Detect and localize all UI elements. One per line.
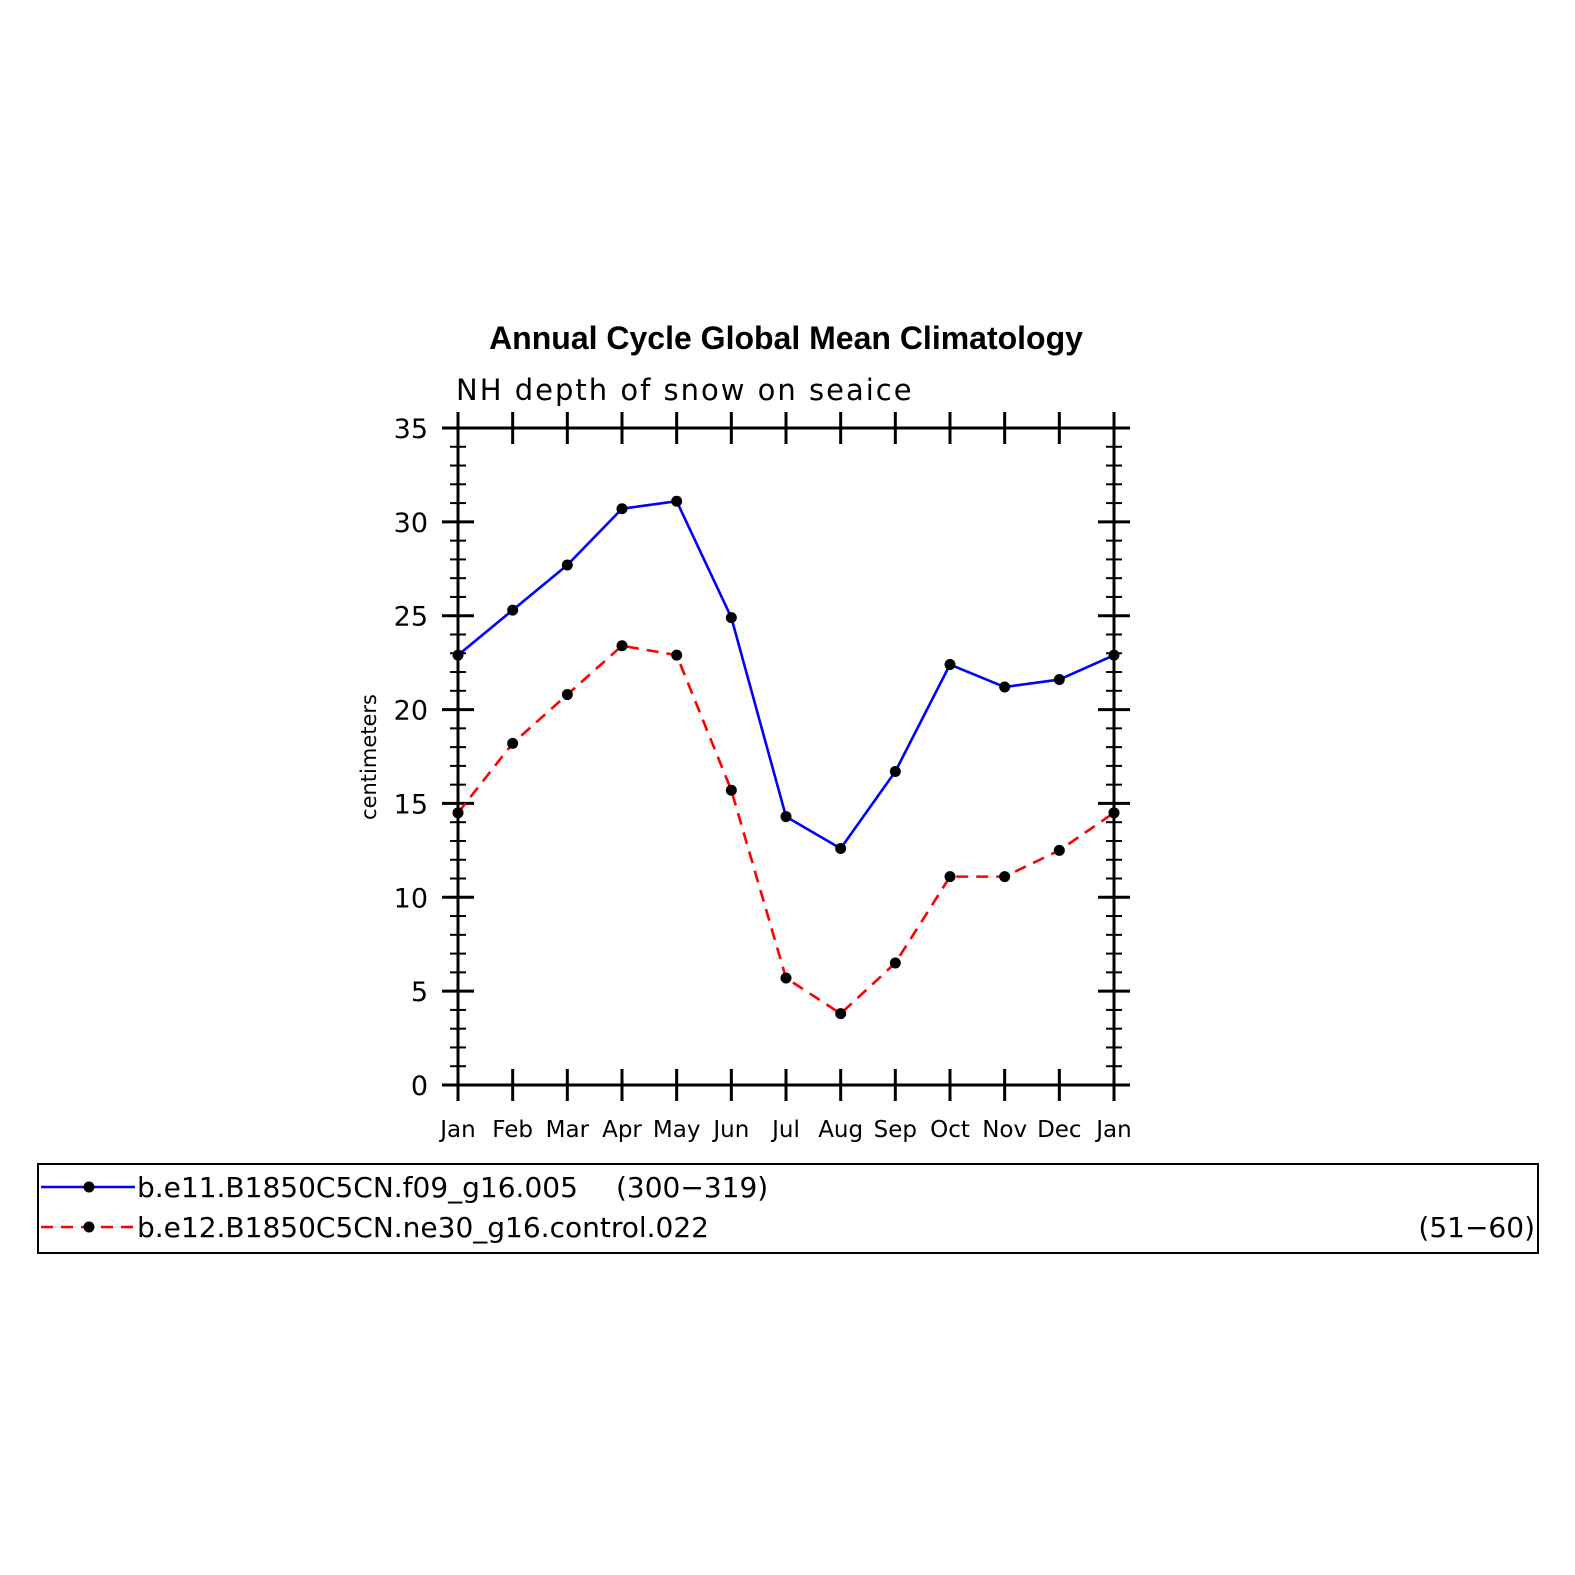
series-2-point (452, 807, 464, 819)
legend-range-2: (51−60) (1418, 1211, 1535, 1244)
series-2-point (1108, 807, 1120, 819)
series-2-point (1053, 844, 1065, 856)
series-line-2 (456, 644, 1115, 1015)
y-tick-label: 0 (411, 1071, 428, 1102)
y-tick-label: 15 (394, 789, 428, 820)
x-tick-label: Sep (874, 1117, 917, 1143)
series-1-point (507, 604, 519, 616)
series-2-point (561, 689, 573, 701)
series-2-point (889, 957, 901, 969)
series-1-point (835, 842, 847, 854)
series-2-point (835, 1008, 847, 1020)
legend-label-2: b.e12.B1850C5CN.ne30_g16.control.022 (137, 1211, 709, 1244)
x-tick-label: Aug (818, 1117, 863, 1143)
x-tick-label: Oct (930, 1117, 970, 1143)
series-1-point (1053, 674, 1065, 686)
chart-title: Annual Cycle Global Mean Climatology (489, 320, 1083, 356)
x-tick-label: May (653, 1117, 701, 1143)
series-1-point (1108, 649, 1120, 661)
series-2-point (944, 871, 956, 883)
y-axis-label: centimeters (357, 694, 381, 820)
y-tick-label: 10 (394, 883, 428, 914)
series-2-point (616, 640, 628, 652)
series-line-1 (457, 499, 1115, 850)
y-tick-label: 20 (394, 696, 428, 727)
x-tick-label: Dec (1037, 1117, 1082, 1143)
series-2-point (671, 649, 683, 661)
plot-frame (456, 426, 1116, 1087)
chart-subtitle: NH depth of snow on seaice (456, 373, 914, 407)
x-tick-label: Apr (602, 1117, 642, 1143)
x-tick-label: Feb (492, 1117, 533, 1143)
y-tick-label: 5 (411, 977, 428, 1008)
legend: b.e11.B1850C5CN.f09_g16.005 b.e12.B1850C5… (37, 1163, 1539, 1254)
legend-box (37, 1163, 1539, 1254)
series-2-point (507, 737, 519, 749)
x-tick-label: Mar (546, 1117, 590, 1143)
x-tick-label: Jan (438, 1117, 475, 1143)
legend-marker-1 (83, 1181, 95, 1193)
x-tick-label: Jun (711, 1117, 749, 1143)
legend-range-1: (300−319) (616, 1171, 768, 1204)
series-2-point (725, 784, 737, 796)
series-1-point (671, 495, 683, 507)
series-1-point (725, 612, 737, 624)
series-1-point (889, 766, 901, 778)
y-tick-label: 35 (394, 414, 428, 445)
legend-label-1: b.e11.B1850C5CN.f09_g16.005 (137, 1171, 578, 1204)
series-1-point (944, 659, 956, 671)
y-tick-label: 30 (394, 508, 428, 539)
series-2-point (780, 972, 792, 984)
legend-marker-2 (83, 1221, 95, 1233)
series-1-point (561, 559, 573, 571)
plot-area: 0 5 10 15 20 25 30 35 Jan Feb Mar Apr May Jun Jul Aug Se… (394, 412, 1132, 1143)
series-1-point (616, 503, 628, 515)
x-tick-label: Jul (770, 1117, 800, 1143)
series-1-point (999, 681, 1011, 693)
x-tick-label: Jan (1094, 1117, 1131, 1143)
series-1-point (780, 811, 792, 823)
y-tick-label: 25 (394, 602, 428, 633)
x-tick-label: Nov (982, 1117, 1027, 1143)
series-1-point (452, 649, 464, 661)
series-2-point (999, 871, 1011, 883)
